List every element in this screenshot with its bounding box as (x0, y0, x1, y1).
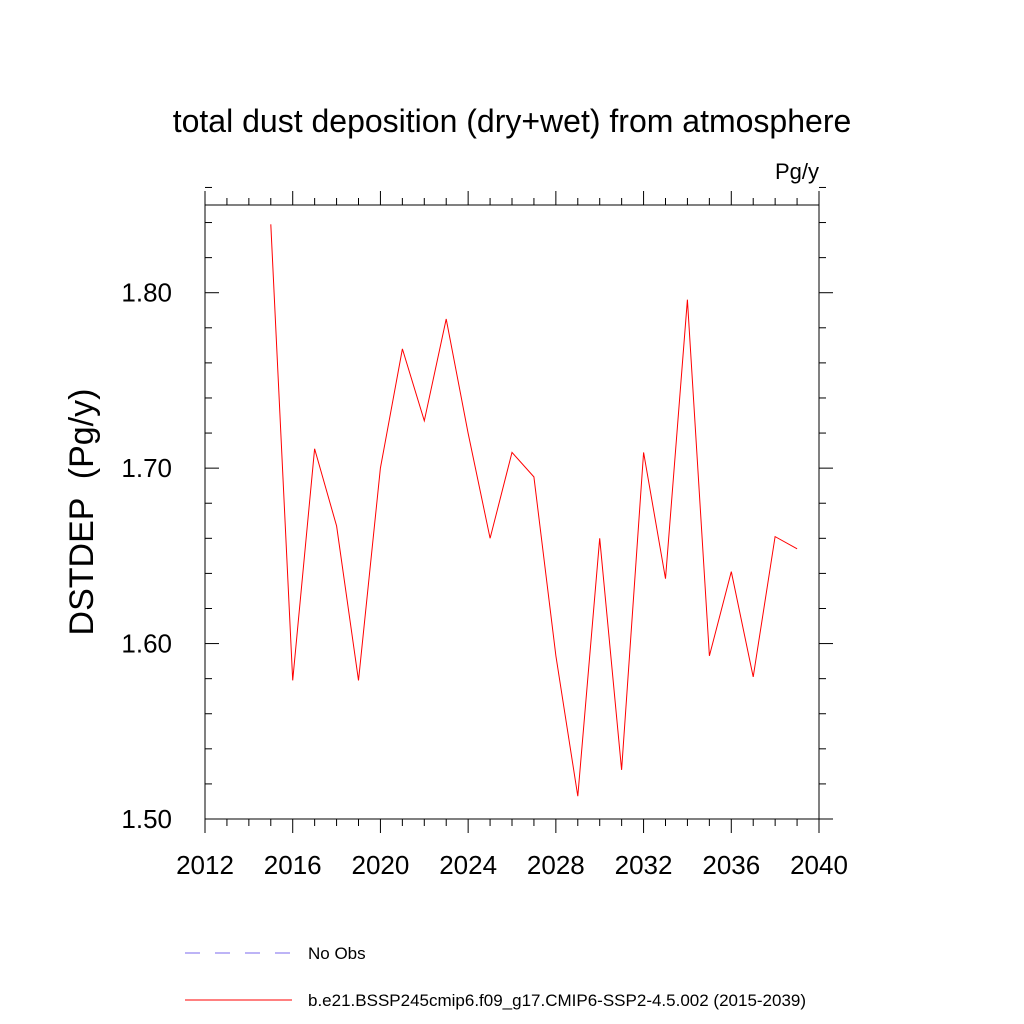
x-tick-label: 2024 (439, 850, 497, 880)
y-tick-label: 1.60 (121, 629, 172, 659)
legend: No Obs b.e21.BSSP245cmip6.f09_g17.CMIP6-… (185, 944, 806, 1010)
x-tick-label: 2020 (352, 850, 410, 880)
legend-label-model-run: b.e21.BSSP245cmip6.f09_g17.CMIP6-SSP2-4.… (308, 991, 806, 1010)
series-line (270, 224, 798, 797)
series-group (270, 224, 798, 797)
x-tick-label: 2028 (527, 850, 585, 880)
x-tick-label: 2016 (264, 850, 322, 880)
x-tick-label: 2036 (702, 850, 760, 880)
legend-label-no-obs: No Obs (308, 944, 366, 963)
x-tick-label: 2012 (176, 850, 234, 880)
x-tick-label: 2040 (790, 850, 848, 880)
x-tick-label: 2032 (615, 850, 673, 880)
y-tick-labels: 1.50 1.60 1.70 1.80 (121, 278, 172, 834)
axis-ticks (204, 186, 833, 833)
y-tick-label: 1.80 (121, 278, 172, 308)
chart-title: total dust deposition (dry+wet) from atm… (173, 103, 852, 139)
x-tick-labels: 2012 2016 2020 2024 2028 2032 2036 2040 (176, 850, 848, 880)
y-tick-label: 1.70 (121, 453, 172, 483)
y-axis-label: DSTDEP (Pg/y) (63, 389, 101, 636)
plot-frame (204, 204, 820, 820)
units-label: Pg/y (775, 159, 819, 184)
y-tick-label: 1.50 (121, 804, 172, 834)
